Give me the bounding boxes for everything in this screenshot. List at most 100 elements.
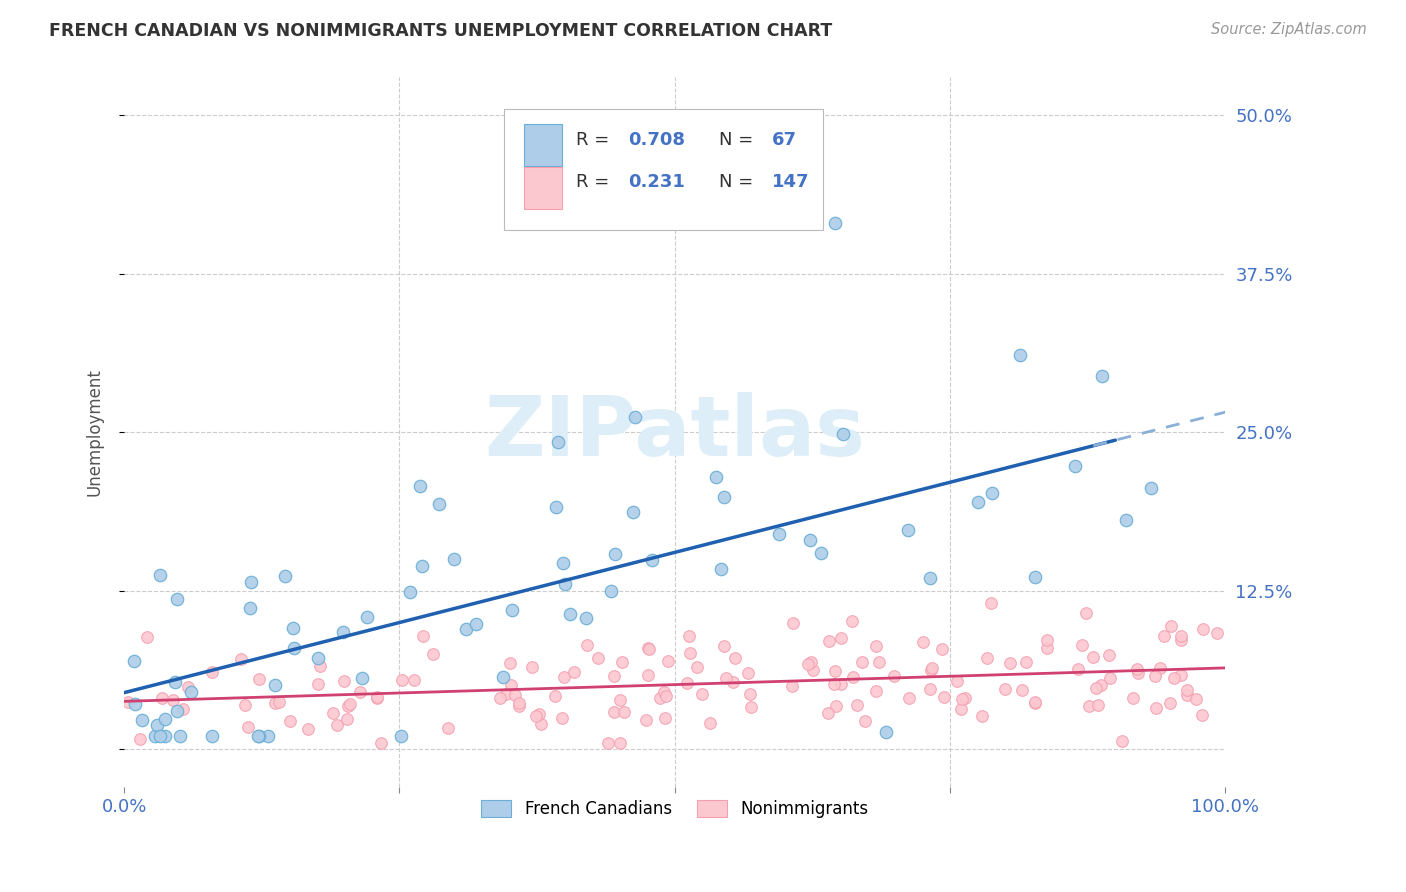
Point bbox=[586, 651, 609, 665]
Point bbox=[1015, 655, 1038, 669]
Point bbox=[488, 691, 510, 706]
Point bbox=[637, 641, 659, 656]
Point bbox=[165, 675, 187, 690]
Point bbox=[911, 634, 934, 648]
Point bbox=[920, 571, 942, 585]
Legend: French Canadians, Nonimmigrants: French Canadians, Nonimmigrants bbox=[475, 794, 875, 825]
Bar bbox=[524, 124, 562, 166]
Point bbox=[562, 665, 585, 680]
Point bbox=[366, 690, 388, 705]
Point bbox=[235, 698, 257, 712]
Point bbox=[389, 730, 412, 744]
Point bbox=[503, 688, 526, 702]
Point bbox=[868, 655, 890, 669]
Point bbox=[547, 435, 569, 450]
Point bbox=[1036, 633, 1059, 648]
Point bbox=[117, 695, 139, 709]
Point bbox=[495, 687, 517, 701]
Point bbox=[283, 621, 305, 635]
Point bbox=[409, 479, 432, 493]
Point bbox=[970, 708, 993, 723]
Text: Source: ZipAtlas.com: Source: ZipAtlas.com bbox=[1211, 22, 1367, 37]
Point bbox=[122, 654, 145, 668]
Point bbox=[609, 693, 631, 707]
Point bbox=[149, 730, 172, 744]
Point bbox=[356, 610, 378, 624]
Text: 67: 67 bbox=[772, 130, 797, 149]
Point bbox=[247, 730, 270, 744]
Point bbox=[349, 685, 371, 699]
Point bbox=[1144, 668, 1167, 682]
Point bbox=[264, 678, 287, 692]
Point bbox=[1087, 698, 1109, 712]
Point bbox=[602, 669, 624, 683]
Point bbox=[1090, 678, 1112, 692]
Point bbox=[613, 705, 636, 719]
Point bbox=[1185, 692, 1208, 706]
Point bbox=[501, 678, 523, 692]
Point bbox=[402, 673, 425, 687]
Point bbox=[267, 695, 290, 709]
Point bbox=[953, 690, 976, 705]
Point bbox=[976, 650, 998, 665]
Point bbox=[155, 713, 177, 727]
Point bbox=[1206, 626, 1229, 640]
Point bbox=[818, 634, 841, 648]
Point bbox=[309, 659, 332, 673]
Point bbox=[1011, 683, 1033, 698]
Point bbox=[738, 687, 761, 701]
Point bbox=[920, 681, 942, 696]
Point bbox=[609, 736, 631, 750]
Point bbox=[307, 676, 329, 690]
Point bbox=[1122, 690, 1144, 705]
Point bbox=[841, 614, 863, 628]
Point bbox=[801, 663, 824, 677]
Point bbox=[596, 736, 619, 750]
Point bbox=[307, 651, 329, 665]
Point bbox=[177, 680, 200, 694]
Point bbox=[865, 684, 887, 698]
Point bbox=[966, 494, 988, 508]
Point bbox=[950, 702, 973, 716]
Point bbox=[1160, 619, 1182, 633]
Point bbox=[166, 592, 188, 607]
Point bbox=[676, 676, 699, 690]
Text: 147: 147 bbox=[772, 173, 810, 191]
Point bbox=[333, 674, 356, 689]
Point bbox=[690, 687, 713, 701]
Point bbox=[1144, 700, 1167, 714]
Point bbox=[128, 731, 150, 746]
Point bbox=[980, 486, 1002, 500]
Point bbox=[636, 713, 658, 727]
Point bbox=[247, 672, 270, 686]
Point bbox=[297, 723, 319, 737]
Point bbox=[443, 552, 465, 566]
Point bbox=[652, 684, 675, 698]
Point bbox=[998, 656, 1021, 670]
Point bbox=[201, 665, 224, 680]
Point bbox=[621, 505, 644, 519]
Point bbox=[1008, 348, 1031, 362]
Point bbox=[782, 616, 804, 631]
Point bbox=[932, 690, 955, 705]
Point bbox=[637, 642, 659, 657]
Point bbox=[740, 700, 762, 714]
Point bbox=[921, 661, 943, 675]
Point bbox=[366, 690, 388, 704]
Point bbox=[782, 679, 804, 693]
Point bbox=[1081, 650, 1104, 665]
Point bbox=[679, 646, 702, 660]
Point bbox=[530, 717, 553, 731]
Point bbox=[1098, 648, 1121, 662]
Point bbox=[146, 718, 169, 732]
Point bbox=[1175, 688, 1198, 702]
Point bbox=[551, 711, 574, 725]
Point bbox=[876, 724, 898, 739]
Text: ZIPatlas: ZIPatlas bbox=[484, 392, 865, 473]
Point bbox=[575, 611, 598, 625]
Point bbox=[1126, 662, 1149, 676]
Point bbox=[817, 706, 839, 721]
Point bbox=[810, 546, 832, 560]
Point bbox=[1036, 640, 1059, 655]
Point bbox=[454, 623, 477, 637]
